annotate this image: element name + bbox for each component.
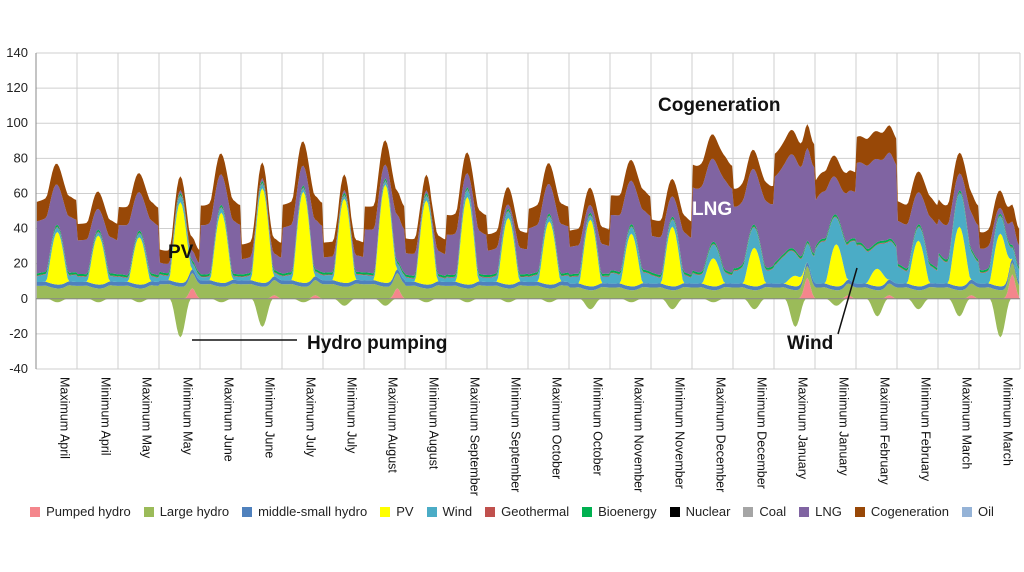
legend-swatch [669,506,680,517]
legend-label: Geothermal [501,504,570,519]
legend-label: Coal [759,504,787,519]
area-pumping-negative [36,298,1020,338]
area-large-hydro [36,262,1020,299]
legend-swatch [582,506,593,517]
legend-swatch [143,506,154,517]
legend-label: Wind [442,504,473,519]
annotation-hydro-pumping: Hydro pumping [307,333,447,354]
area-cogeneration [36,124,1020,264]
legend-swatch [426,506,437,517]
x-tick-label: Minimum September [509,377,523,492]
chart-annotations: Cogeneration LNG PV Hydro pumping Wind [168,95,858,354]
legend-item: Large hydro [143,504,230,519]
legend-swatch [30,506,41,517]
x-tick-label: Maximum June [222,377,236,462]
y-tick-label: 120 [6,80,28,95]
x-tick-label: Maximum March [960,377,974,469]
y-tick-label: 100 [6,115,28,130]
x-tick-label: Minimum January [837,377,851,476]
annotation-pv: PV [168,242,194,263]
x-tick-label: Maximum November [632,377,646,492]
legend-label: Cogeneration [870,504,949,519]
legend-item: middle-small hydro [242,504,367,519]
y-tick-label: 60 [14,185,28,200]
legend-item: Wind [426,504,473,519]
annotation-cogeneration: Cogeneration [658,95,780,116]
legend-label: Pumped hydro [46,504,131,519]
x-tick-label: Maximum April [58,377,72,459]
x-tick-label: Minimum February [919,377,933,482]
legend-label: Bioenergy [598,504,657,519]
area-lng [36,147,1020,276]
annotation-wind-leader [837,267,858,335]
legend-label: Oil [977,504,994,519]
legend-swatch [854,506,865,517]
x-tick-label: Minimum May [181,377,195,456]
x-tick-label: Maximum July [304,377,318,458]
legend-swatch [485,506,496,517]
legend-swatch [799,506,810,517]
legend-swatch [242,506,253,517]
y-tick-label: 0 [21,291,28,306]
x-tick-label: Maximum October [550,377,564,479]
legend-item: LNG [799,504,842,519]
y-tick-label: 20 [14,256,28,271]
x-tick-label: Maximum December [714,377,728,492]
legend-label: Large hydro [159,504,230,519]
legend-item: Nuclear [669,504,731,519]
x-tick-label: Minimum August [427,377,441,470]
x-tick-label: Minimum March [1001,377,1015,466]
legend-item: Bioenergy [582,504,657,519]
legend-item: PV [380,504,414,519]
chart-legend: Pumped hydro Large hydro middle-small hydr… [0,504,1024,519]
legend-label: LNG [815,504,842,519]
y-tick-label: -40 [9,361,28,376]
x-tick-label: Minimum July [345,377,359,454]
legend-label: middle-small hydro [258,504,368,519]
legend-item: Cogeneration [854,504,949,519]
legend-item: Oil [961,504,994,519]
chart-areas [36,124,1020,338]
legend-label: Nuclear [685,504,731,519]
x-tick-label: Minimum October [591,377,605,476]
legend-label: PV [396,504,414,519]
annotation-lng: LNG [692,199,732,220]
y-tick-label: 140 [6,45,28,60]
legend-item: Pumped hydro [30,504,131,519]
area-pv [36,184,1020,287]
x-tick-label: Minimum November [673,377,687,489]
x-tick-label: Minimum June [263,377,277,458]
legend-item: Coal [743,504,786,519]
x-tick-label: Maximum September [468,377,482,496]
chart-gridlines [35,52,1021,370]
legend-swatch [961,506,972,517]
x-tick-label: Minimum December [755,377,769,489]
chart-axes: -40 -20 0 20 40 60 80 100 120 140 Maximum April Min… [6,45,1020,496]
area-middle-small-hydro [36,258,1020,291]
y-tick-label: 80 [14,150,28,165]
y-tick-label: 40 [14,221,28,236]
x-tick-label: Minimum April [99,377,113,456]
legend-swatch [380,506,391,517]
annotation-wind: Wind [787,333,833,354]
x-tick-label: Maximum May [140,377,154,459]
y-tick-label: -20 [9,326,28,341]
legend-swatch [743,506,754,517]
x-tick-label: Maximum August [386,377,400,473]
x-tick-label: Maximum January [796,377,810,480]
legend-item: Geothermal [485,504,569,519]
x-tick-label: Maximum February [878,377,892,485]
